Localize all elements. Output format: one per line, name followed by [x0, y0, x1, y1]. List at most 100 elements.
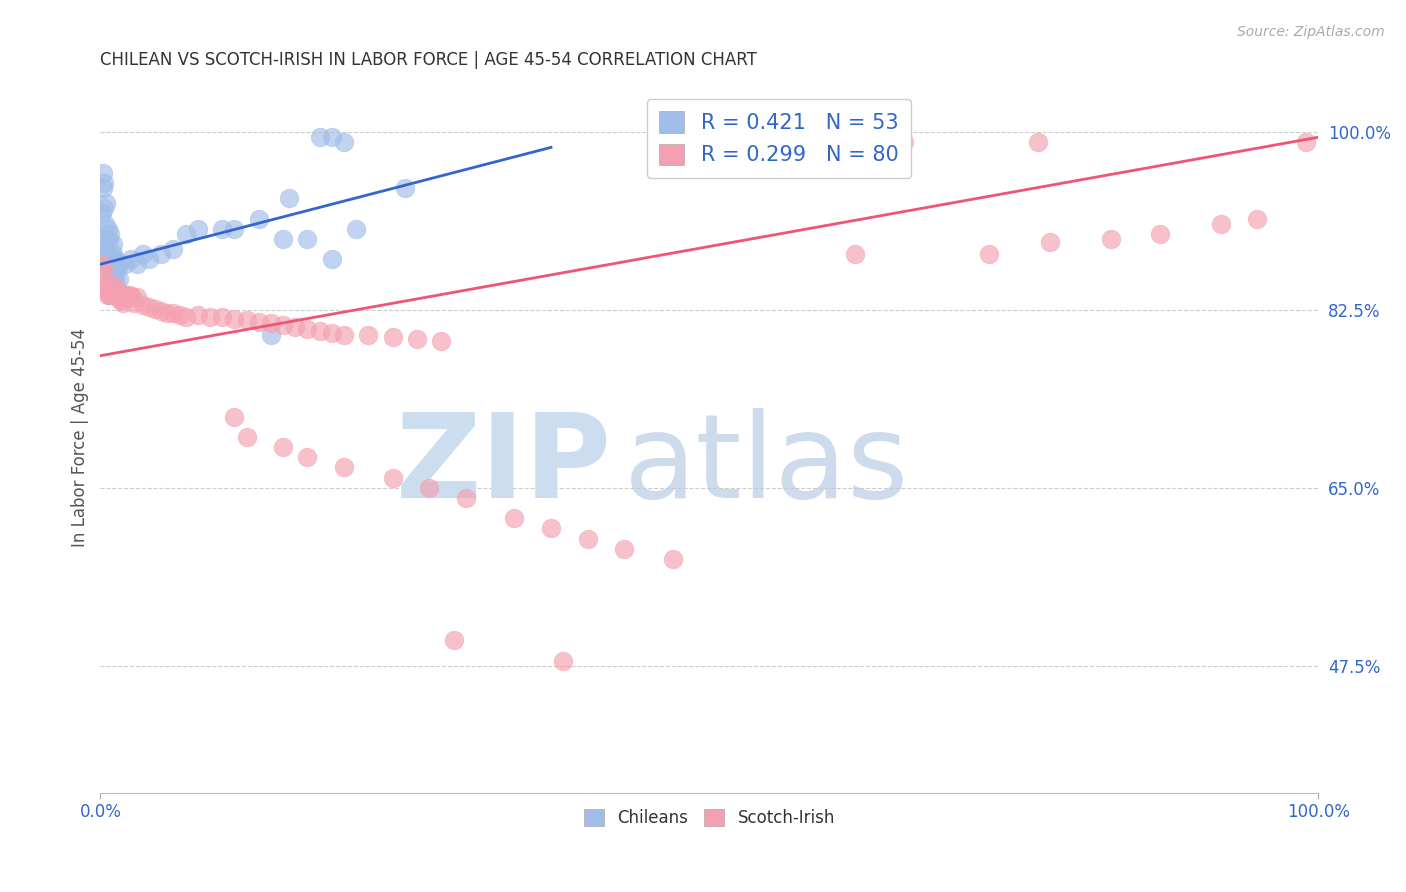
Point	[297, 450, 319, 465]
Point	[107, 262, 129, 277]
Point	[114, 257, 136, 271]
Point	[260, 328, 283, 343]
Point	[90, 257, 112, 271]
Point	[297, 322, 319, 336]
Point	[93, 272, 115, 286]
Point	[284, 320, 307, 334]
Point	[105, 285, 128, 300]
Point	[503, 511, 526, 525]
Point	[333, 328, 356, 343]
Point	[103, 252, 125, 267]
Point	[107, 287, 129, 301]
Point	[98, 227, 121, 241]
Text: atlas: atlas	[624, 408, 910, 523]
Point	[271, 440, 294, 454]
Point	[224, 312, 246, 326]
Y-axis label: In Labor Force | Age 45-54: In Labor Force | Age 45-54	[72, 327, 89, 547]
Point	[97, 287, 120, 301]
Point	[97, 247, 120, 261]
Point	[321, 130, 343, 145]
Point	[1209, 217, 1232, 231]
Point	[235, 313, 257, 327]
Point	[418, 481, 440, 495]
Text: CHILEAN VS SCOTCH-IRISH IN LABOR FORCE | AGE 45-54 CORRELATION CHART: CHILEAN VS SCOTCH-IRISH IN LABOR FORCE |…	[100, 51, 758, 69]
Point	[98, 257, 121, 271]
Point	[198, 310, 221, 324]
Point	[93, 202, 115, 216]
Point	[150, 304, 173, 318]
Point	[1039, 235, 1062, 249]
Point	[103, 287, 125, 301]
Point	[1099, 232, 1122, 246]
Point	[97, 257, 120, 271]
Point	[893, 136, 915, 150]
Point	[91, 262, 114, 277]
Point	[162, 242, 184, 256]
Point	[115, 287, 138, 301]
Point	[156, 306, 179, 320]
Point	[103, 268, 125, 282]
Point	[271, 232, 294, 246]
Point	[613, 541, 636, 556]
Point	[211, 310, 233, 324]
Point	[321, 326, 343, 341]
Point	[108, 293, 131, 307]
Point	[101, 247, 124, 261]
Point	[96, 232, 118, 246]
Point	[394, 181, 416, 195]
Point	[110, 287, 132, 301]
Point	[143, 301, 166, 316]
Point	[96, 277, 118, 292]
Point	[104, 252, 127, 267]
Point	[124, 296, 146, 310]
Point	[308, 130, 330, 145]
Point	[97, 287, 120, 301]
Point	[96, 247, 118, 261]
Point	[454, 491, 477, 505]
Point	[104, 285, 127, 299]
Point	[1149, 227, 1171, 241]
Point	[540, 521, 562, 535]
Point	[107, 283, 129, 297]
Point	[1026, 136, 1049, 150]
Point	[430, 334, 453, 349]
Point	[105, 257, 128, 271]
Point	[94, 283, 117, 297]
Point	[406, 333, 429, 347]
Point	[576, 532, 599, 546]
Point	[321, 252, 343, 267]
Point	[91, 166, 114, 180]
Point	[91, 181, 114, 195]
Point	[112, 296, 135, 310]
Point	[344, 221, 367, 235]
Point	[662, 552, 685, 566]
Point	[169, 308, 191, 322]
Point	[759, 136, 782, 150]
Point	[107, 272, 129, 286]
Point	[138, 300, 160, 314]
Point	[211, 221, 233, 235]
Point	[111, 293, 134, 307]
Point	[357, 328, 380, 343]
Point	[174, 227, 197, 241]
Point	[174, 310, 197, 324]
Point	[94, 217, 117, 231]
Point	[97, 232, 120, 246]
Text: ZIP: ZIP	[396, 408, 612, 523]
Point	[97, 221, 120, 235]
Point	[101, 277, 124, 292]
Point	[118, 287, 141, 301]
Point	[1295, 136, 1317, 150]
Point	[100, 287, 122, 301]
Point	[260, 316, 283, 330]
Point	[120, 252, 142, 267]
Point	[162, 306, 184, 320]
Point	[105, 277, 128, 292]
Point	[381, 330, 404, 344]
Point	[979, 247, 1001, 261]
Point	[187, 308, 209, 322]
Point	[101, 262, 124, 277]
Point	[187, 221, 209, 235]
Point	[235, 430, 257, 444]
Point	[121, 290, 143, 304]
